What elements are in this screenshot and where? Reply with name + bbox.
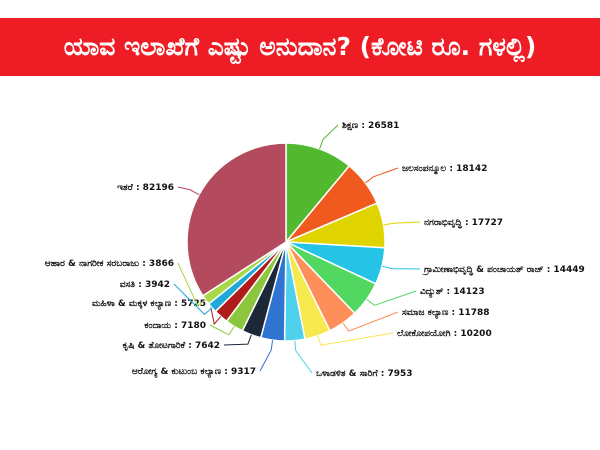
- slice-label: ಸಮಾಜ ಕಲ್ಯಾಣ : 11788: [402, 308, 490, 320]
- chart-title: ಯಾವ ಇಲಾಖೆಗೆ ಎಷ್ಟು ಅನುದಾನ? (ಕೋಟಿ ರೂ. ಗಳಲ್…: [0, 18, 600, 76]
- leader-line: [177, 186, 200, 196]
- slice-label: ಶಿಕ್ಷಣ : 26581: [342, 121, 399, 131]
- leader-line: [342, 311, 399, 332]
- leader-line: [317, 332, 394, 346]
- leader-line: [365, 167, 399, 184]
- slice-label: ಗ್ರಾಮೀಣಾಭಿವೃದ್ಧಿ & ಪಂಚಾಯತ್ ರಾಜ್ : 14449: [421, 265, 585, 276]
- leader-line: [209, 302, 222, 326]
- slice-label: ಮಹಿಳಾ & ಮಕ್ಕಳ ಕಲ್ಯಾಣ : 5725: [92, 299, 206, 311]
- pie-slice: [285, 142, 351, 245]
- leader-line: [319, 124, 339, 150]
- leader-line: [366, 290, 417, 306]
- leader-line: [223, 334, 252, 346]
- slice-label: ಜಲಸಂಪನ್ಮೂಲ : 18142: [402, 164, 487, 176]
- slice-label: ಲೋಕೋಪಯೋಗಿ : 10200: [397, 328, 492, 339]
- leader-line: [259, 340, 274, 372]
- slice-label: ವಿದ್ಯುತ್ : 14123: [420, 287, 485, 299]
- leader-line: [294, 340, 313, 374]
- leader-line: [383, 221, 421, 226]
- slice-label: ಕಂದಾಯ : 7180: [144, 321, 206, 331]
- slice-label: ನಗರಾಭಿವೃದ್ಧಿ : 17727: [424, 218, 503, 229]
- slice-label: ಆರೋಗ್ಯ & ಕುಟುಂಬ ಕಲ್ಯಾಣ : 9317: [132, 366, 256, 379]
- slice-label: ಒಳಾಡಳಿತ & ಸಾರಿಗೆ : 7953: [316, 368, 413, 379]
- leader-line: [381, 265, 421, 270]
- leader-line: [173, 283, 213, 316]
- slice-label: ವಸತಿ : 3942: [120, 280, 170, 290]
- slice-label: ಕೃಷಿ & ತೋಟಗಾರಿಕೆ : 7642: [123, 340, 220, 352]
- leader-line: [209, 324, 235, 336]
- slice-label: ಇತರೆ : 82196: [117, 182, 174, 193]
- slice-label: ಆಹಾರ & ನಾಗರೀಕ ಸರಬರಾಜು : 3866: [45, 259, 174, 269]
- leader-line: [177, 262, 206, 307]
